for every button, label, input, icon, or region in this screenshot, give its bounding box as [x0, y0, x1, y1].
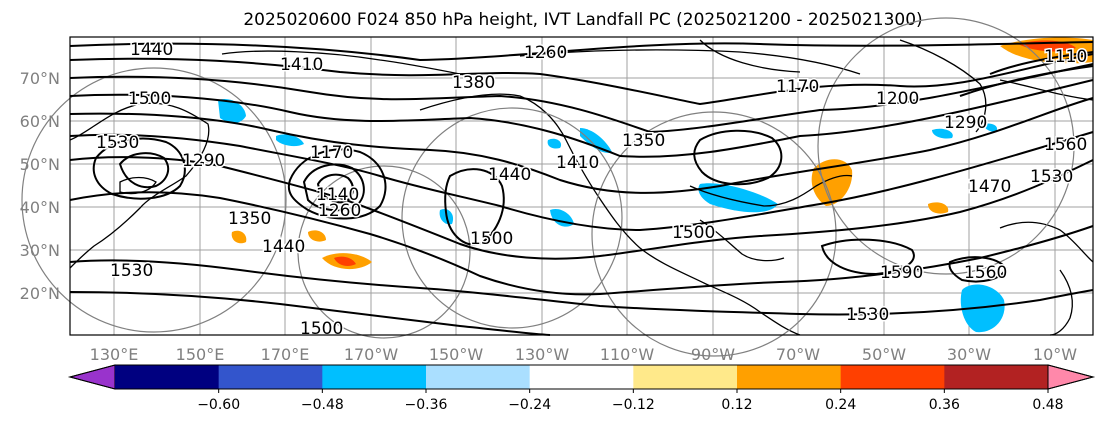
lon-label: 150°W	[429, 345, 484, 364]
colorbar-segment	[115, 365, 220, 389]
lat-label: 30°N	[20, 241, 60, 260]
colorbar-segment	[737, 365, 842, 389]
contour-label: 1500	[300, 319, 343, 339]
colorbar-outline	[68, 364, 1095, 390]
colorbar: −0.60 −0.48 −0.36 −0.24 −0.12 0.12 0.24 0.36 0.4…	[68, 364, 1095, 413]
lon-label: 50°W	[862, 345, 906, 364]
contour-label: 1500	[470, 229, 513, 249]
contour-labels: 1440 1410 1260 1110 1380 1170 1200 1500 …	[95, 39, 1089, 341]
colorbar-tick-label: −0.24	[508, 397, 551, 413]
lon-label: 130°E	[90, 345, 139, 364]
map-panel: 1440 1410 1260 1110 1380 1170 1200 1500 …	[21, 17, 1094, 357]
colorbar-tick-label: −0.36	[405, 397, 448, 413]
colorbar-extend-max	[1047, 364, 1095, 390]
contour-label: 1440	[488, 165, 531, 185]
lon-label: 170°E	[261, 345, 310, 364]
lat-label: 20°N	[20, 284, 60, 303]
lon-label: 110°W	[600, 345, 655, 364]
contour-label: 1290	[944, 113, 987, 133]
lat-label: 70°N	[20, 69, 60, 88]
graticule	[70, 37, 1093, 335]
contour-label: 1530	[110, 261, 153, 281]
colorbar-segment	[218, 365, 323, 389]
coastlines	[69, 39, 1094, 336]
lon-label: 70°W	[776, 345, 820, 364]
verification-circles	[21, 17, 1075, 357]
contour-label: 1500	[128, 89, 171, 109]
lon-label: 150°E	[176, 345, 225, 364]
contour-label: 1350	[228, 209, 271, 229]
contour-label: 1560	[1044, 135, 1087, 155]
contour-label: 1530	[96, 133, 139, 153]
height-contours	[69, 41, 1094, 336]
contour-label: 1350	[622, 131, 665, 151]
lon-label: 30°W	[947, 345, 991, 364]
colorbar-tick-label: 0.48	[1032, 397, 1063, 413]
colorbar-segment	[633, 365, 738, 389]
colorbar-segment	[944, 365, 1049, 389]
contour-label: 1260	[318, 201, 361, 221]
contour-label: 1200	[876, 89, 919, 109]
contour-label: 1440	[130, 40, 173, 60]
contour-label: 1470	[968, 177, 1011, 197]
contour-label: 1290	[182, 151, 225, 171]
contour-label: 1530	[846, 305, 889, 325]
contour-label: 1590	[880, 263, 923, 283]
contour-label: 1380	[452, 73, 495, 93]
contour-label: 1410	[556, 153, 599, 173]
contour-label: 1110	[1044, 47, 1087, 67]
contour-label: 1560	[964, 263, 1007, 283]
lon-label: 170°W	[344, 345, 399, 364]
plot-title: 2025020600 F024 850 hPa height, IVT Land…	[243, 10, 922, 30]
colorbar-tick-label: 0.12	[721, 397, 752, 413]
contour-label: 1170	[310, 143, 353, 163]
colorbar-tick-label: 0.24	[825, 397, 856, 413]
colorbar-segment	[426, 365, 531, 389]
contour-label: 1170	[776, 77, 819, 97]
colorbar-extend-min	[68, 364, 116, 390]
longitude-labels: 130°E 150°E 170°E 170°W 150°W 130°W 110°…	[90, 345, 1078, 364]
contour-label: 1260	[524, 43, 567, 63]
latitude-labels: 70°N 60°N 50°N 40°N 30°N 20°N	[20, 69, 60, 303]
colorbar-tick-label: −0.60	[197, 397, 240, 413]
contour-label: 1140	[316, 185, 359, 205]
lat-label: 40°N	[20, 198, 60, 217]
colorbar-tick-label: −0.12	[612, 397, 655, 413]
lon-label: 130°W	[515, 345, 570, 364]
colorbar-segment	[529, 365, 634, 389]
contour-label: 1500	[672, 223, 715, 243]
ivt-shading	[218, 37, 1093, 333]
map-frame	[69, 36, 1094, 336]
contour-label: 1410	[280, 55, 323, 75]
lat-label: 60°N	[20, 112, 60, 131]
colorbar-tick-label: 0.36	[929, 397, 960, 413]
colorbar-segment	[322, 365, 427, 389]
colorbar-tick-label: −0.48	[301, 397, 344, 413]
contour-label: 1440	[262, 237, 305, 257]
lon-label: 10°W	[1033, 345, 1077, 364]
lon-label: 90°W	[691, 345, 735, 364]
contour-label: 1530	[1030, 167, 1073, 187]
colorbar-segment	[840, 365, 945, 389]
lat-label: 50°N	[20, 155, 60, 174]
